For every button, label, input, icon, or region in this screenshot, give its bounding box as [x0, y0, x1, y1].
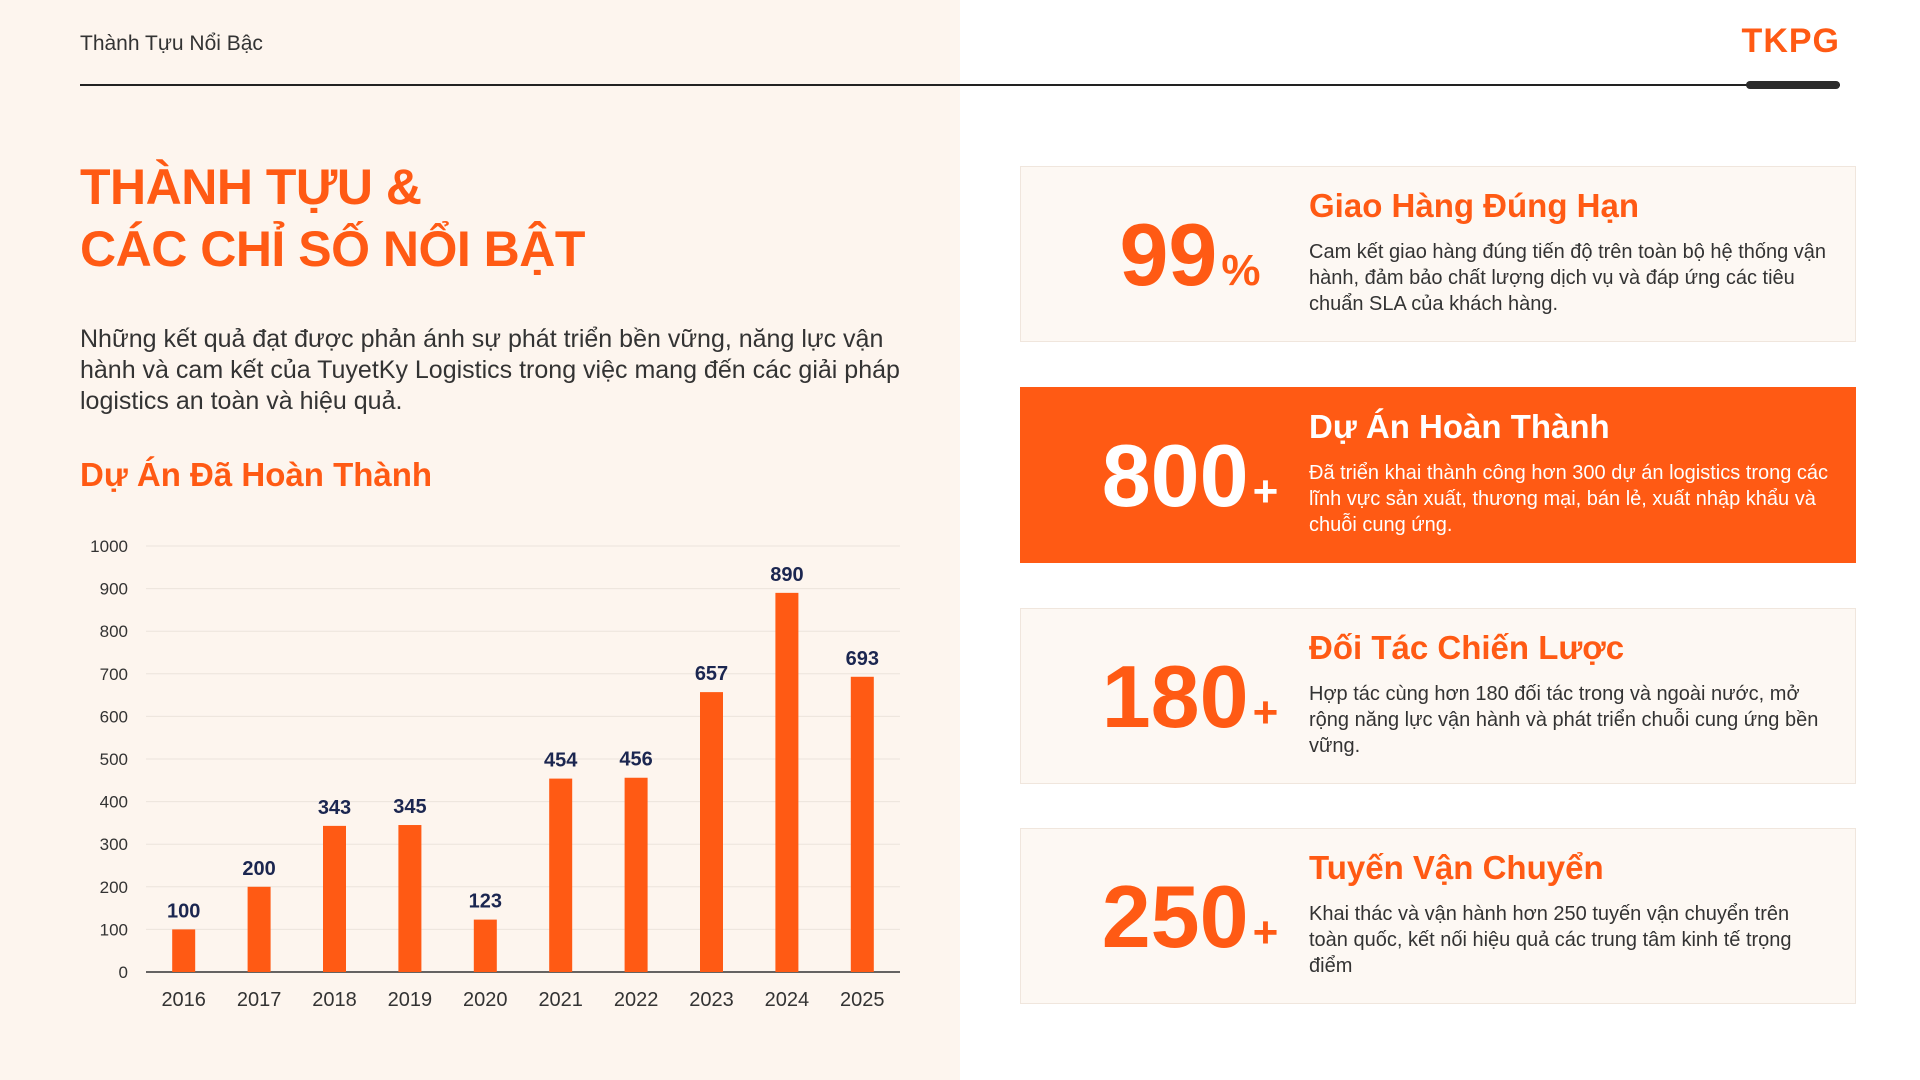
y-tick-label: 700: [100, 665, 128, 684]
data-label: 100: [167, 900, 200, 922]
stat-value: 250+: [1065, 869, 1315, 981]
bar: [473, 919, 497, 972]
intro-paragraph: Những kết quả đạt được phản ánh sự phát …: [80, 325, 900, 415]
y-tick-label: 800: [100, 622, 128, 641]
stat-title: Tuyến Vận Chuyển: [1309, 849, 1604, 886]
stat-description: Đã triển khai thành công hơn 300 dự án l…: [1309, 462, 1829, 536]
stat-description: Hợp tác cùng hơn 180 đối tác trong và ng…: [1309, 683, 1819, 757]
bar: [850, 676, 874, 972]
data-label: 456: [619, 749, 652, 771]
y-tick-label: 100: [100, 920, 128, 939]
stat-title: Dự Án Hoàn Thành: [1309, 408, 1610, 445]
stat-title: Giao Hàng Đúng Hạn: [1309, 187, 1639, 224]
x-tick-label: 2020: [463, 989, 508, 1010]
data-label: 890: [770, 564, 803, 586]
left-panel-background: [0, 0, 960, 1080]
bar: [624, 777, 648, 972]
stat-number: 99: [1119, 205, 1218, 304]
stat-number: 180: [1101, 647, 1249, 746]
stat-value: 99%: [1065, 207, 1315, 319]
header-divider-accent: [1746, 81, 1840, 89]
bar: [172, 929, 196, 972]
stat-suffix: +: [1252, 688, 1279, 737]
stat-number: 800: [1101, 426, 1249, 525]
section-header-title: Thành Tựu Nổi Bậc: [80, 32, 263, 55]
y-tick-label: 900: [100, 580, 128, 599]
bar: [775, 592, 799, 972]
stat-suffix: +: [1252, 908, 1279, 957]
stat-card-strategic-partners: 180+ Đối Tác Chiến Lược Hợp tác cùng hơn…: [1020, 608, 1856, 784]
x-tick-label: 2025: [840, 989, 885, 1010]
y-tick-label: 500: [100, 750, 128, 769]
stat-description: Cam kết giao hàng đúng tiến độ trên toàn…: [1309, 241, 1827, 315]
stat-number: 250: [1101, 867, 1249, 966]
stat-value: 180+: [1065, 649, 1315, 761]
bar: [398, 825, 422, 972]
y-tick-label: 200: [100, 878, 128, 897]
stat-card-on-time-delivery: 99% Giao Hàng Đúng Hạn Cam kết giao hàng…: [1020, 166, 1856, 342]
data-label: 345: [393, 796, 426, 818]
x-tick-label: 2016: [161, 989, 206, 1010]
projects-bar-chart: 0 100 200 300 400 500 600 700 800 900 1000 100 2016 2…: [90, 537, 900, 1010]
y-tick-label: 1000: [90, 537, 128, 556]
data-label: 657: [695, 663, 728, 685]
stat-card-projects-completed: 800+ Dự Án Hoàn Thành Đã triển khai thàn…: [1020, 387, 1856, 563]
stat-value: 800+: [1065, 428, 1315, 540]
chart-title: Dự Án Đã Hoàn Thành: [80, 456, 433, 493]
stat-suffix: +: [1252, 467, 1279, 516]
data-label: 200: [242, 858, 275, 880]
page-title-line-2: CÁC CHỈ SỐ NỔI BẬT: [80, 221, 585, 277]
bar: [549, 778, 573, 972]
bar: [247, 886, 271, 972]
x-tick-label: 2019: [388, 989, 433, 1010]
stat-title: Đối Tác Chiến Lược: [1309, 629, 1625, 666]
data-label: 693: [846, 648, 879, 670]
stat-card-transport-routes: 250+ Tuyến Vận Chuyển Khai thác và vận h…: [1020, 828, 1856, 1004]
y-tick-label: 300: [100, 835, 128, 854]
bar: [323, 825, 346, 972]
bar: [700, 692, 723, 972]
page-title: THÀNH TỰU & CÁC CHỈ SỐ NỔI BẬT: [80, 156, 585, 280]
header-divider: [80, 84, 1840, 86]
stat-suffix: %: [1221, 246, 1261, 295]
x-tick-label: 2018: [312, 989, 357, 1010]
data-label: 343: [318, 797, 351, 819]
y-tick-label: 0: [119, 963, 128, 982]
x-tick-label: 2017: [237, 989, 282, 1010]
x-tick-label: 2022: [614, 989, 659, 1010]
x-tick-label: 2023: [689, 989, 734, 1010]
x-tick-label: 2021: [538, 989, 583, 1010]
stat-description: Khai thác và vận hành hơn 250 tuyến vận …: [1309, 903, 1792, 977]
brand-logo: TKPG: [1741, 22, 1840, 60]
data-label: 123: [469, 891, 502, 913]
y-tick-label: 400: [100, 793, 128, 812]
page-title-line-1: THÀNH TỰU &: [80, 159, 422, 215]
data-label: 454: [544, 750, 578, 772]
x-tick-label: 2024: [765, 989, 810, 1010]
y-tick-label: 600: [100, 707, 128, 726]
